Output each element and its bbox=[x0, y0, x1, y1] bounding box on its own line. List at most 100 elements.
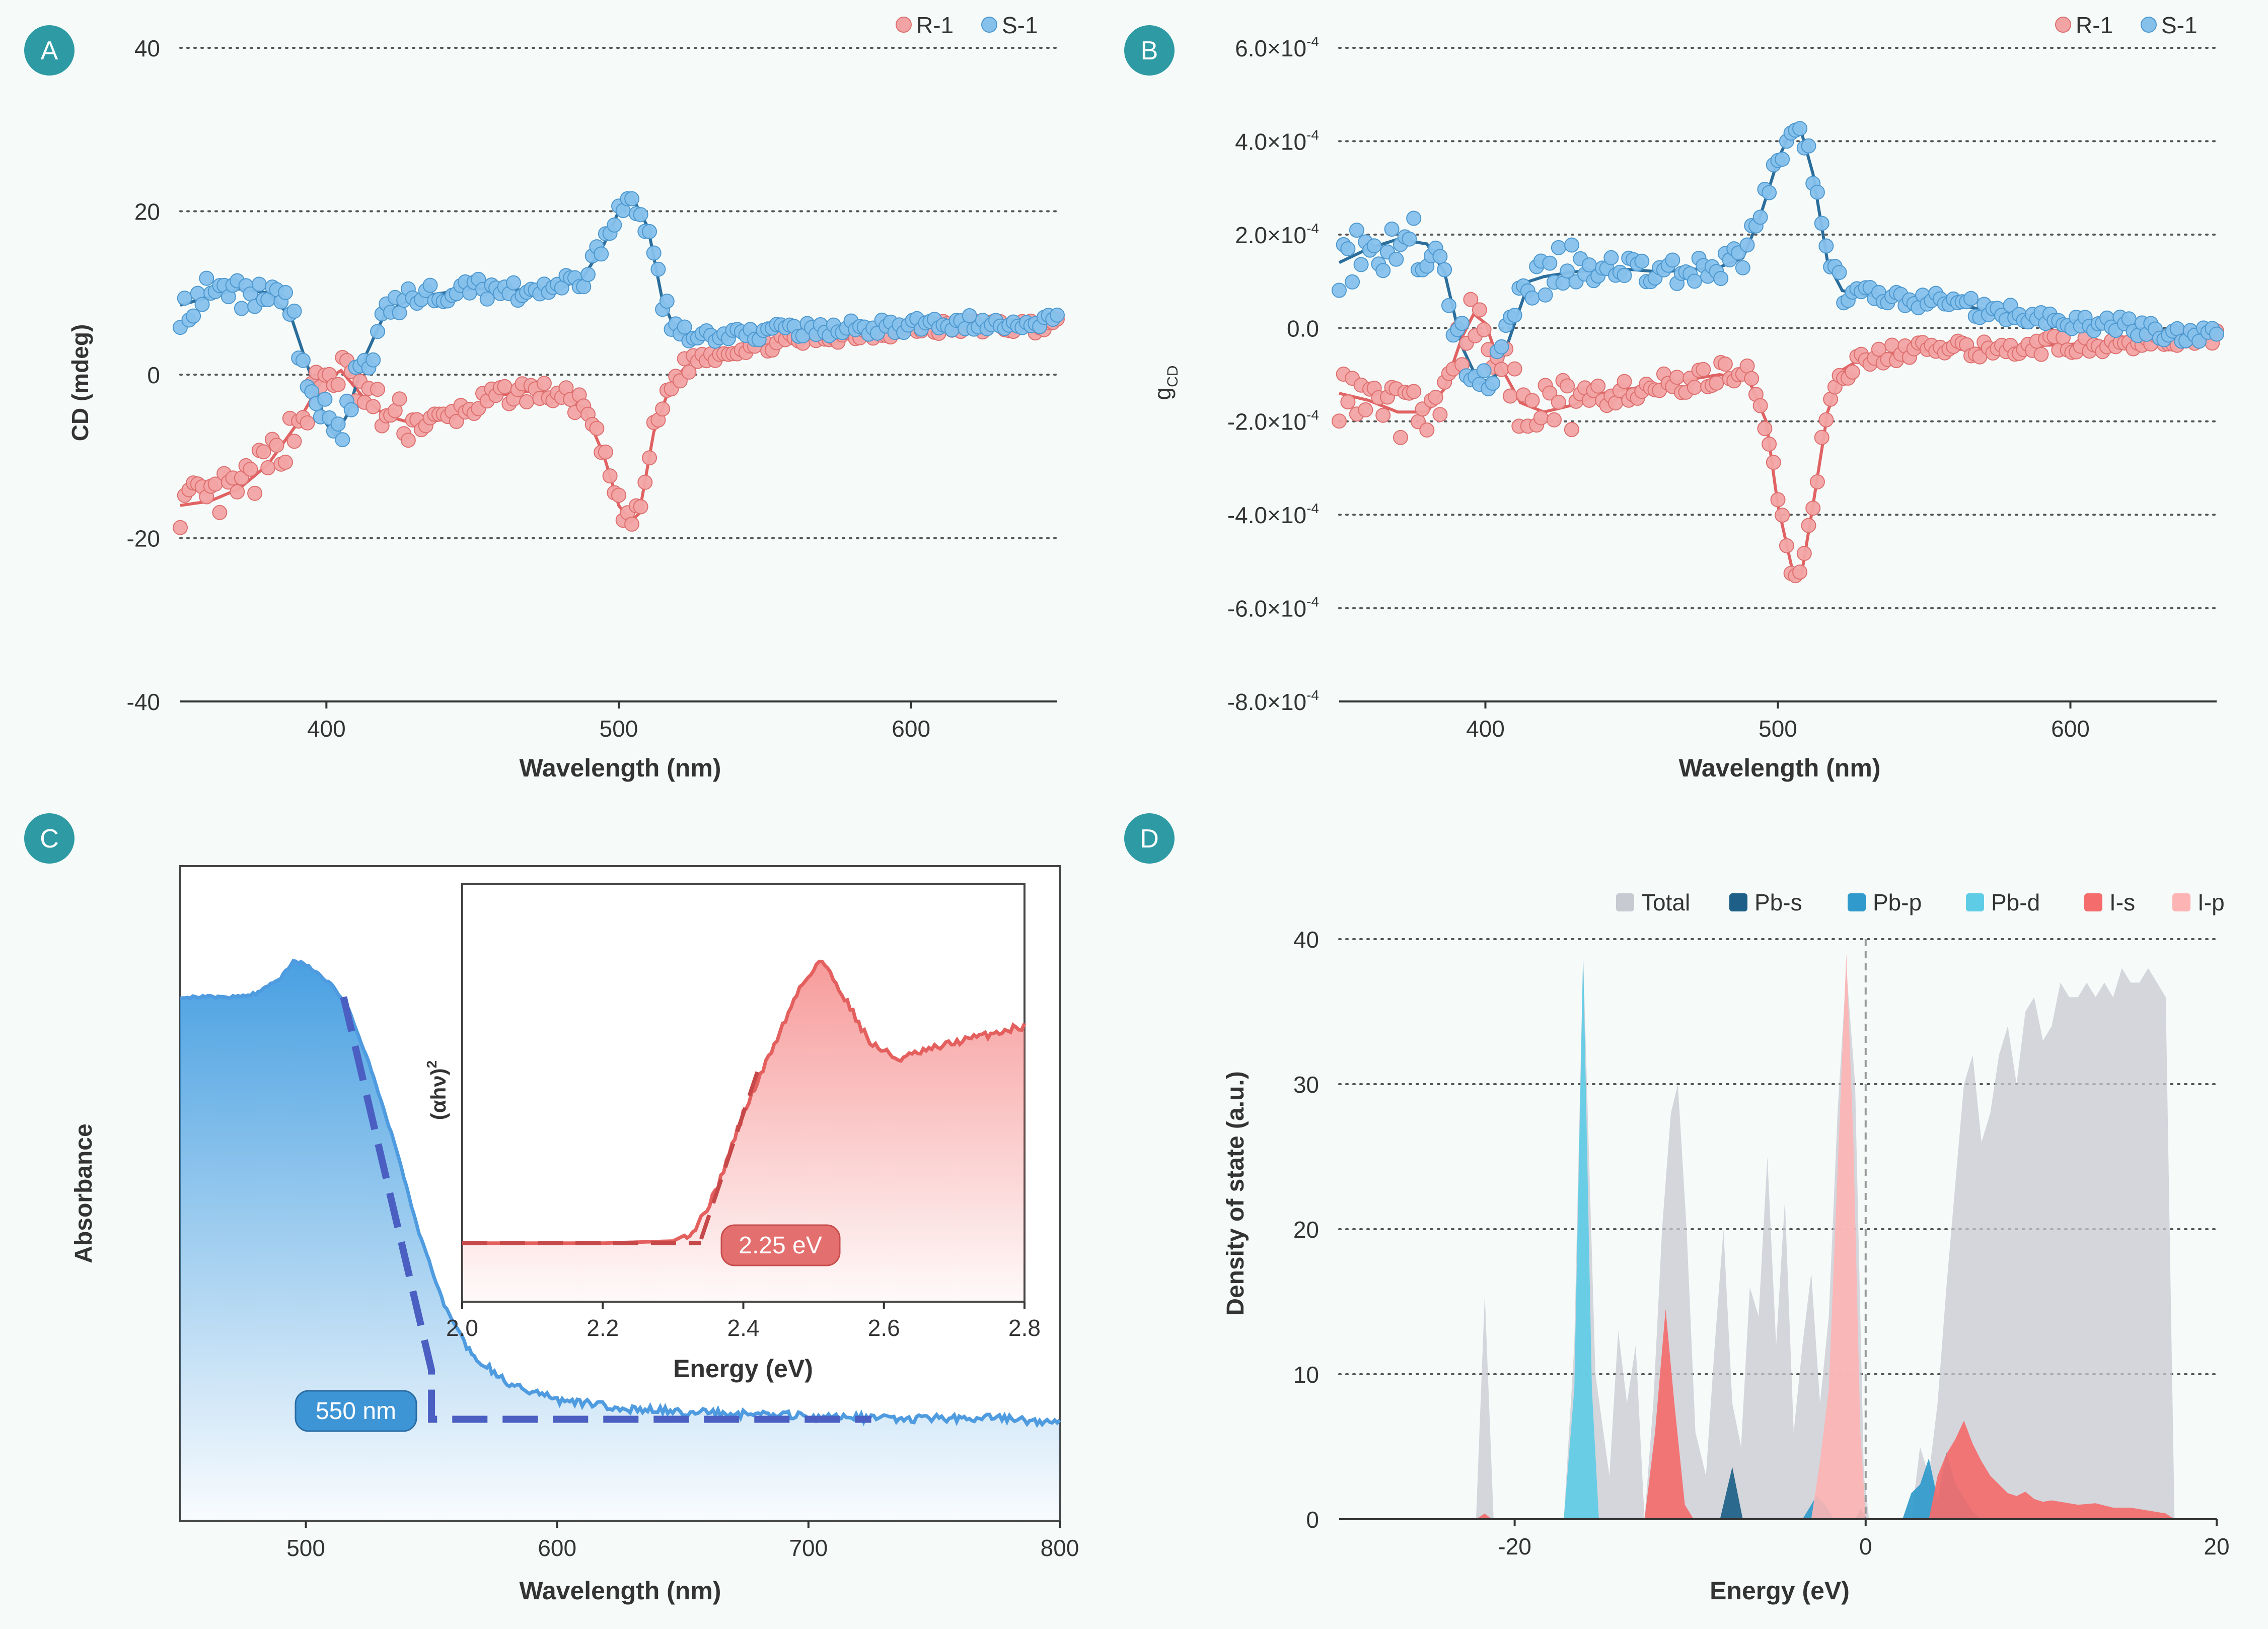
legend-swatch-pb-d bbox=[1966, 893, 1984, 911]
y-tick-label: -20 bbox=[127, 526, 160, 552]
data-point-r bbox=[330, 377, 346, 392]
data-point-s bbox=[1762, 185, 1777, 200]
tauc-inset: 2.25 eV 2.0 2.2 2.4 2.6 2.8 Energy (eV) (αhν… bbox=[424, 883, 1041, 1383]
label-2-25ev: 2.25 eV bbox=[720, 1224, 841, 1266]
y-tick-label: -2.0×10-4 bbox=[1227, 407, 1319, 435]
svg-text:(αhν)2: (αhν)2 bbox=[424, 1060, 450, 1120]
panel-a: A 40 20 0 -20 -40 400 500 600 R-1 S-1 Wavelength… bbox=[24, 12, 1065, 782]
data-point-s bbox=[1665, 252, 1680, 268]
data-point-s bbox=[962, 308, 977, 323]
legend-label-pb-p: Pb-p bbox=[1873, 889, 1922, 915]
data-point-s bbox=[365, 352, 381, 368]
data-point-r bbox=[1472, 302, 1487, 318]
data-point-s bbox=[1406, 210, 1422, 226]
panel-c-ylabel: Absorbance bbox=[70, 1123, 97, 1263]
data-point-s bbox=[199, 270, 214, 286]
data-point-r bbox=[1770, 492, 1786, 508]
y-tick-mantissa: -2.0×10 bbox=[1227, 409, 1306, 435]
panel-b-ylabel-main: g bbox=[1149, 387, 1176, 400]
x-tick-label: 600 bbox=[892, 716, 930, 742]
data-point-s bbox=[1441, 298, 1456, 313]
inset-x-tick-label: 2.4 bbox=[727, 1315, 760, 1341]
inset-ylabel: (αhν)2 bbox=[424, 1060, 450, 1120]
data-point-s bbox=[1814, 216, 1830, 231]
absorbance-edge-fit bbox=[340, 996, 871, 1423]
data-point-s bbox=[650, 261, 666, 277]
data-point-s bbox=[1818, 238, 1834, 254]
data-point-s bbox=[1832, 265, 1847, 280]
data-point-r bbox=[1669, 370, 1685, 385]
panel-d: D 40 30 20 10 0 -20 0 20 Total Pb-s Pb-p Pb-d I-s I-… bbox=[1124, 813, 2230, 1605]
data-point-r bbox=[1463, 292, 1479, 307]
data-point-r bbox=[1533, 410, 1549, 426]
data-point-s bbox=[295, 352, 311, 368]
inset-ylabel-main: (αhν) bbox=[426, 1068, 450, 1120]
y-tick-label: -8.0×10-4 bbox=[1227, 687, 1319, 715]
y-tick-label: 6.0×10-4 bbox=[1235, 34, 1319, 61]
x-tick-label: -20 bbox=[1498, 1533, 1531, 1560]
y-tick-label: -40 bbox=[127, 689, 160, 715]
legend-label-total: Total bbox=[1641, 889, 1690, 915]
y-tick-label: 4.0×10-4 bbox=[1235, 127, 1319, 155]
data-point-s bbox=[1538, 287, 1553, 303]
x-tick-label: 0 bbox=[1859, 1533, 1872, 1560]
data-point-r bbox=[1332, 413, 1347, 429]
data-point-s bbox=[1551, 240, 1566, 255]
x-tick-label: 700 bbox=[789, 1535, 828, 1561]
data-point-r bbox=[400, 433, 416, 448]
data-point-s bbox=[2121, 311, 2137, 327]
legend-marker-r bbox=[2055, 17, 2071, 33]
data-point-r bbox=[1752, 398, 1768, 413]
data-point-r bbox=[1542, 385, 1558, 401]
legend-swatch-i-p bbox=[2172, 893, 2190, 911]
data-point-s bbox=[659, 294, 675, 309]
data-point-r bbox=[637, 474, 653, 490]
inset-ylabel-sup: 2 bbox=[424, 1060, 440, 1069]
data-point-r bbox=[392, 391, 407, 407]
data-point-s bbox=[1388, 251, 1404, 267]
absorbance-curve bbox=[180, 959, 1061, 1428]
panel-c-xlabel: Wavelength (nm) bbox=[520, 1577, 721, 1605]
data-point-s bbox=[1345, 274, 1360, 290]
data-point-r bbox=[1551, 394, 1566, 410]
data-point-r bbox=[212, 505, 228, 520]
panel-d-ylabel: Density of state (a.u.) bbox=[1222, 1071, 1249, 1315]
data-point-s bbox=[2169, 321, 2185, 336]
data-point-s bbox=[1775, 152, 1790, 167]
data-point-s bbox=[1524, 290, 1540, 306]
data-point-s bbox=[1375, 263, 1391, 278]
data-point-r bbox=[589, 420, 605, 436]
data-point-r bbox=[1796, 546, 1812, 561]
y-tick-exponent: -4 bbox=[1306, 594, 1319, 610]
data-point-s bbox=[1476, 363, 1492, 379]
data-point-r bbox=[1432, 407, 1448, 422]
data-point-r bbox=[1814, 430, 1830, 445]
data-point-s bbox=[2209, 326, 2224, 342]
y-tick-label: 0.0 bbox=[1287, 315, 1319, 341]
data-point-r bbox=[260, 460, 276, 475]
y-tick-label: -4.0×10-4 bbox=[1227, 501, 1319, 528]
data-point-s bbox=[646, 245, 662, 261]
data-point-r bbox=[1617, 374, 1632, 389]
data-point-s bbox=[1634, 253, 1650, 269]
data-point-r bbox=[633, 499, 648, 515]
data-point-s bbox=[177, 291, 192, 306]
data-point-r bbox=[300, 415, 315, 431]
data-point-r bbox=[1687, 380, 1702, 395]
x-tick-label: 600 bbox=[2051, 716, 2090, 742]
x-tick-label: 20 bbox=[2204, 1533, 2229, 1560]
x-tick-label: 500 bbox=[1759, 716, 1797, 742]
data-point-s bbox=[1792, 121, 1808, 136]
data-point-s bbox=[624, 191, 640, 206]
data-point-r bbox=[1696, 362, 1711, 377]
data-point-s bbox=[580, 267, 596, 282]
data-point-r bbox=[1358, 402, 1373, 417]
y-tick-mantissa: 6.0×10 bbox=[1235, 35, 1306, 61]
dos-area-pb-s bbox=[1720, 1467, 1868, 1519]
data-point-s bbox=[1687, 273, 1702, 289]
data-point-r bbox=[269, 438, 284, 453]
y-tick-label: 10 bbox=[1293, 1362, 1319, 1388]
legend-swatch-total bbox=[1616, 893, 1634, 911]
data-point-r bbox=[1547, 412, 1562, 428]
